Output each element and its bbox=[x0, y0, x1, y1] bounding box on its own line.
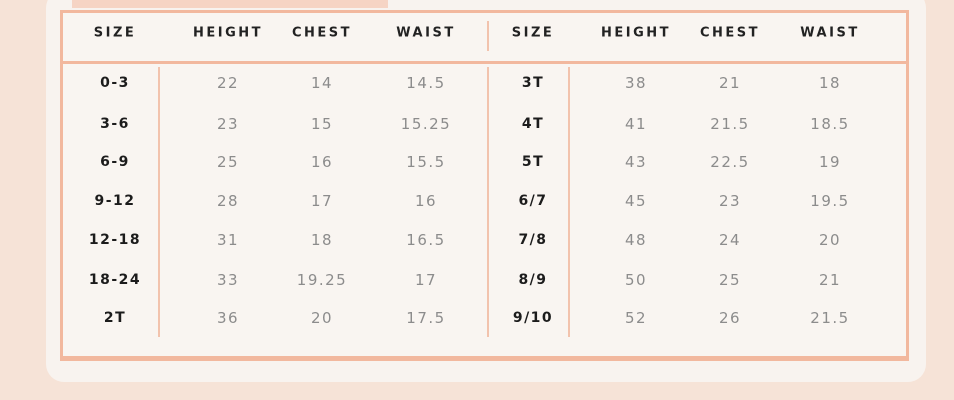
measurement-cell: 21.5 bbox=[710, 115, 750, 133]
size-label: 4T bbox=[521, 116, 545, 132]
size-label: 3T bbox=[521, 75, 545, 91]
header-section-divider bbox=[487, 21, 489, 51]
measurement-cell: 15.25 bbox=[400, 115, 452, 133]
measurement-cell: 36 bbox=[216, 309, 240, 327]
size-label: 2T bbox=[103, 310, 127, 326]
size-label: 6-9 bbox=[100, 154, 130, 170]
measurement-cell: 15 bbox=[310, 115, 334, 133]
column-header: CHEST bbox=[291, 25, 353, 41]
measurement-cell: 17 bbox=[414, 271, 438, 289]
measurement-cell: 45 bbox=[624, 192, 648, 210]
measurement-cell: 26 bbox=[718, 309, 742, 327]
measurement-cell: 18 bbox=[310, 231, 334, 249]
size-label: 5T bbox=[521, 154, 545, 170]
measurement-cell: 33 bbox=[216, 271, 240, 289]
measurement-cell: 16 bbox=[414, 192, 438, 210]
measurement-cell: 38 bbox=[624, 74, 648, 92]
measurement-cell: 23 bbox=[216, 115, 240, 133]
measurement-cell: 15.5 bbox=[406, 153, 446, 171]
measurement-cell: 14.5 bbox=[406, 74, 446, 92]
measurement-cell: 52 bbox=[624, 309, 648, 327]
column-header: HEIGHT bbox=[600, 25, 672, 41]
measurement-cell: 18.5 bbox=[810, 115, 850, 133]
measurement-cell: 24 bbox=[718, 231, 742, 249]
size-label: 3-6 bbox=[100, 116, 130, 132]
size-column-divider-left bbox=[158, 67, 160, 337]
measurement-cell: 19.25 bbox=[296, 271, 348, 289]
measurement-cell: 28 bbox=[216, 192, 240, 210]
column-header: SIZE bbox=[93, 25, 137, 41]
section-divider bbox=[487, 67, 489, 337]
measurement-cell: 21 bbox=[718, 74, 742, 92]
measurement-cell: 21.5 bbox=[810, 309, 850, 327]
size-label: 7/8 bbox=[518, 232, 548, 248]
measurement-cell: 31 bbox=[216, 231, 240, 249]
measurement-cell: 23 bbox=[718, 192, 742, 210]
measurement-cell: 21 bbox=[818, 271, 842, 289]
size-label: 9-12 bbox=[94, 193, 136, 209]
measurement-cell: 25 bbox=[216, 153, 240, 171]
measurement-cell: 25 bbox=[718, 271, 742, 289]
measurement-cell: 18 bbox=[818, 74, 842, 92]
column-header: HEIGHT bbox=[192, 25, 264, 41]
size-label: 18-24 bbox=[88, 272, 142, 288]
top-tab-decoration bbox=[72, 0, 388, 8]
measurement-cell: 16.5 bbox=[406, 231, 446, 249]
measurement-cell: 41 bbox=[624, 115, 648, 133]
size-column-divider-right bbox=[568, 67, 570, 337]
measurement-cell: 20 bbox=[310, 309, 334, 327]
measurement-cell: 50 bbox=[624, 271, 648, 289]
measurement-cell: 19.5 bbox=[810, 192, 850, 210]
measurement-cell: 43 bbox=[624, 153, 648, 171]
size-label: 12-18 bbox=[88, 232, 142, 248]
measurement-cell: 22.5 bbox=[710, 153, 750, 171]
column-header: WAIST bbox=[396, 25, 456, 41]
size-label: 6/7 bbox=[518, 193, 548, 209]
measurement-cell: 16 bbox=[310, 153, 334, 171]
measurement-cell: 48 bbox=[624, 231, 648, 249]
column-header: CHEST bbox=[699, 25, 761, 41]
column-header: SIZE bbox=[511, 25, 555, 41]
size-label: 9/10 bbox=[512, 310, 554, 326]
measurement-cell: 17 bbox=[310, 192, 334, 210]
size-label: 8/9 bbox=[518, 272, 548, 288]
measurement-cell: 22 bbox=[216, 74, 240, 92]
measurement-cell: 19 bbox=[818, 153, 842, 171]
measurement-cell: 14 bbox=[310, 74, 334, 92]
header-divider bbox=[63, 61, 906, 64]
size-chart-table: SIZE HEIGHT CHEST WAIST SIZE HEIGHT CHEST WAIST… bbox=[60, 10, 909, 361]
measurement-cell: 17.5 bbox=[406, 309, 446, 327]
size-label: 0-3 bbox=[100, 75, 130, 91]
measurement-cell: 20 bbox=[818, 231, 842, 249]
column-header: WAIST bbox=[800, 25, 860, 41]
